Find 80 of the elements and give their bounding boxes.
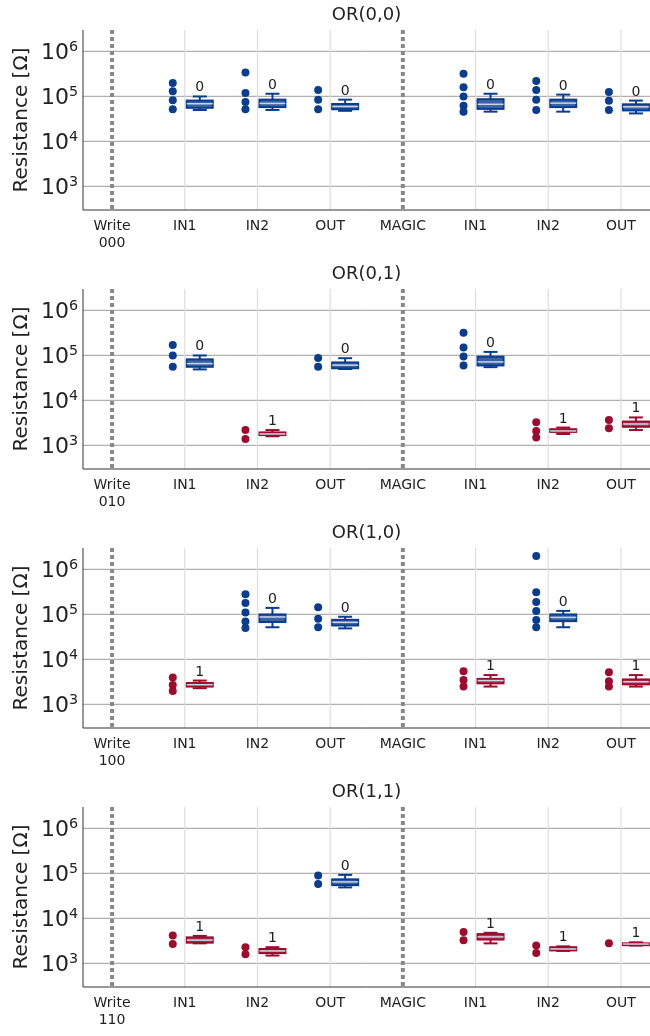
x-tick-label: IN1	[173, 476, 197, 492]
text: 1	[486, 914, 495, 931]
y-tick-label: 10$^{5}$	[40, 860, 78, 887]
y-tick-label: 10$^{3}$	[40, 432, 78, 459]
y-tick-label: 10$^{3}$	[40, 173, 78, 200]
y-axis-title: Resistance [Ω]	[8, 47, 32, 193]
x-tick-label: IN2	[245, 217, 270, 233]
x-tick-label: Write 000	[93, 217, 131, 250]
y-axis-title: Resistance [Ω]	[8, 565, 32, 711]
x-tick-label: IN2	[536, 217, 560, 233]
text: 1	[268, 929, 277, 946]
x-tick-label: MAGIC	[379, 217, 427, 233]
chart-title: OR(0,1)	[331, 262, 402, 283]
chart-title: OR(1,0)	[331, 521, 402, 542]
x-tick-label: IN2	[536, 735, 560, 751]
y-tick-label: 10$^{4}$	[40, 387, 78, 414]
chart-title: OR(0,0)	[331, 3, 402, 24]
text: 0	[486, 333, 495, 350]
y-tick-label: 10$^{6}$	[40, 38, 78, 65]
text: 1	[631, 657, 641, 674]
text: 1	[631, 924, 641, 941]
x-tick-label: IN2	[245, 735, 270, 751]
y-tick-label: 10$^{5}$	[40, 342, 78, 369]
y-tick-label: 10$^{4}$	[40, 128, 78, 155]
y-tick-label: 10$^{3}$	[40, 691, 78, 718]
y-tick-label: 10$^{3}$	[40, 950, 78, 977]
x-tick-label: IN1	[173, 994, 197, 1010]
text: 0	[631, 82, 641, 99]
text: 0	[340, 598, 350, 615]
x-tick-label: MAGIC	[379, 994, 427, 1010]
x-tick-label: OUT	[315, 217, 346, 233]
text: 0	[195, 78, 205, 95]
x-tick-label: Write 110	[93, 994, 131, 1027]
y-tick-label: 10$^{6}$	[40, 297, 78, 324]
x-tick-label: IN1	[463, 994, 488, 1010]
text: 0	[340, 856, 350, 873]
y-tick-label: 10$^{4}$	[40, 646, 78, 673]
y-tick-label: 10$^{6}$	[40, 556, 78, 583]
x-tick-label: Write 100	[93, 735, 131, 768]
x-tick-label: IN2	[536, 476, 560, 492]
x-tick-label: IN1	[463, 476, 488, 492]
text: 1	[195, 662, 205, 679]
text: 0	[268, 589, 277, 606]
x-tick-label: MAGIC	[379, 476, 427, 492]
x-tick-label: MAGIC	[379, 735, 427, 751]
x-tick-label: OUT	[315, 735, 346, 751]
text: 1	[558, 928, 568, 945]
text: 0	[340, 81, 350, 98]
y-axis-title: Resistance [Ω]	[8, 306, 32, 452]
text: 0	[340, 340, 350, 357]
x-tick-label: OUT	[606, 994, 637, 1010]
text: 0	[558, 592, 568, 609]
x-tick-label: IN2	[245, 476, 270, 492]
x-tick-label: OUT	[315, 476, 346, 492]
text: 0	[486, 75, 495, 92]
text: 0	[558, 76, 568, 93]
y-axis-title: Resistance [Ω]	[8, 824, 32, 970]
y-tick-label: 10$^{4}$	[40, 905, 78, 932]
y-tick-label: 10$^{5}$	[40, 83, 78, 110]
x-tick-label: OUT	[606, 217, 637, 233]
text: 1	[486, 657, 495, 674]
x-tick-label: OUT	[606, 735, 637, 751]
text: 0	[195, 337, 205, 354]
x-tick-label: OUT	[315, 994, 346, 1010]
text: 1	[268, 412, 277, 429]
x-tick-label: IN2	[536, 994, 560, 1010]
x-tick-label: IN1	[463, 735, 488, 751]
text: 1	[195, 917, 205, 934]
y-tick-label: 10$^{6}$	[40, 815, 78, 842]
text: 1	[558, 409, 568, 426]
chart-title: OR(1,1)	[331, 780, 402, 801]
text: 0	[268, 75, 277, 92]
text: 1	[631, 399, 641, 416]
y-tick-label: 10$^{5}$	[40, 601, 78, 628]
x-tick-label: Write 010	[93, 476, 131, 509]
x-tick-label: IN2	[245, 994, 270, 1010]
x-tick-label: OUT	[606, 476, 637, 492]
x-tick-label: IN1	[463, 217, 488, 233]
x-tick-label: IN1	[173, 735, 197, 751]
x-tick-label: IN1	[173, 217, 197, 233]
